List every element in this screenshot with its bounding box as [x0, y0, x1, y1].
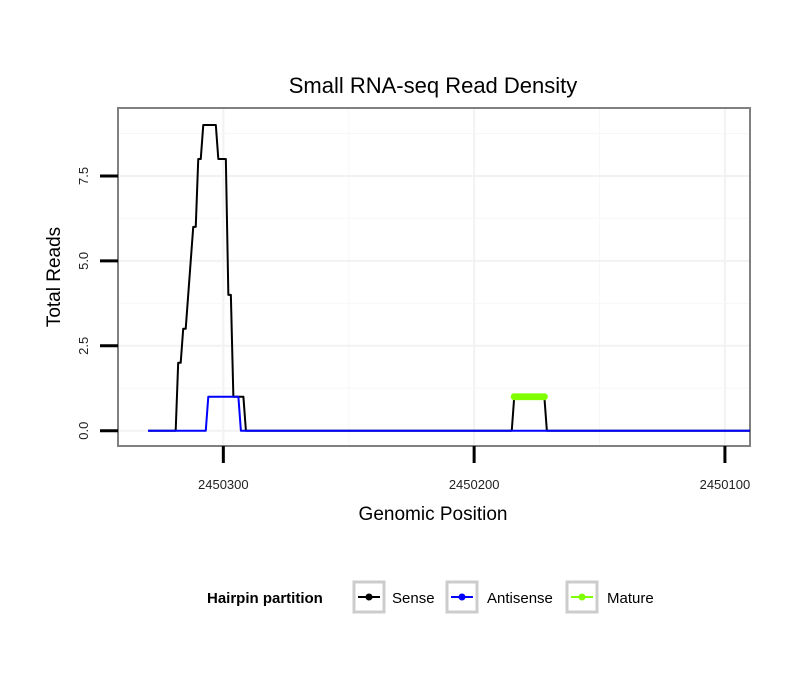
- mature-point-12: [540, 393, 548, 401]
- x-axis-title: Genomic Position: [359, 504, 508, 525]
- x-tick-label-2: 2450100: [700, 477, 751, 492]
- legend-key-mature-dot: [578, 593, 586, 601]
- y-tick-label-3: 7.5: [76, 167, 91, 185]
- series-lines: [148, 123, 750, 432]
- y-axis-title: Total Reads: [44, 227, 65, 327]
- plot-border: [117, 107, 751, 447]
- axes: 2450300 2450200 2450100 0.0 2.5 5.0 7.5: [76, 167, 750, 492]
- legend-entry-sense: Sense: [352, 580, 435, 614]
- grid-lines: [118, 108, 750, 446]
- legend-entry-antisense: Antisense: [445, 580, 553, 614]
- legend-label-mature: Mature: [607, 590, 654, 607]
- y-tick-label-0: 0.0: [76, 422, 91, 440]
- legend-entry-mature: Mature: [565, 580, 654, 614]
- series-line-sense: [148, 123, 750, 432]
- series-line-antisense: [148, 395, 750, 432]
- x-tick-label-0: 2450300: [198, 477, 249, 492]
- legend-key-sense-dot: [365, 593, 373, 601]
- legend: Hairpin partition Sense Antisense Mature: [207, 580, 654, 614]
- legend-label-antisense: Antisense: [487, 590, 553, 607]
- x-tick-label-1: 2450200: [449, 477, 500, 492]
- y-tick-label-2: 5.0: [76, 252, 91, 270]
- chart-title: Small RNA-seq Read Density: [289, 73, 578, 98]
- legend-label-sense: Sense: [392, 590, 435, 607]
- legend-key-antisense-dot: [458, 593, 466, 601]
- y-tick-label-1: 2.5: [76, 337, 91, 355]
- legend-title: Hairpin partition: [207, 590, 323, 607]
